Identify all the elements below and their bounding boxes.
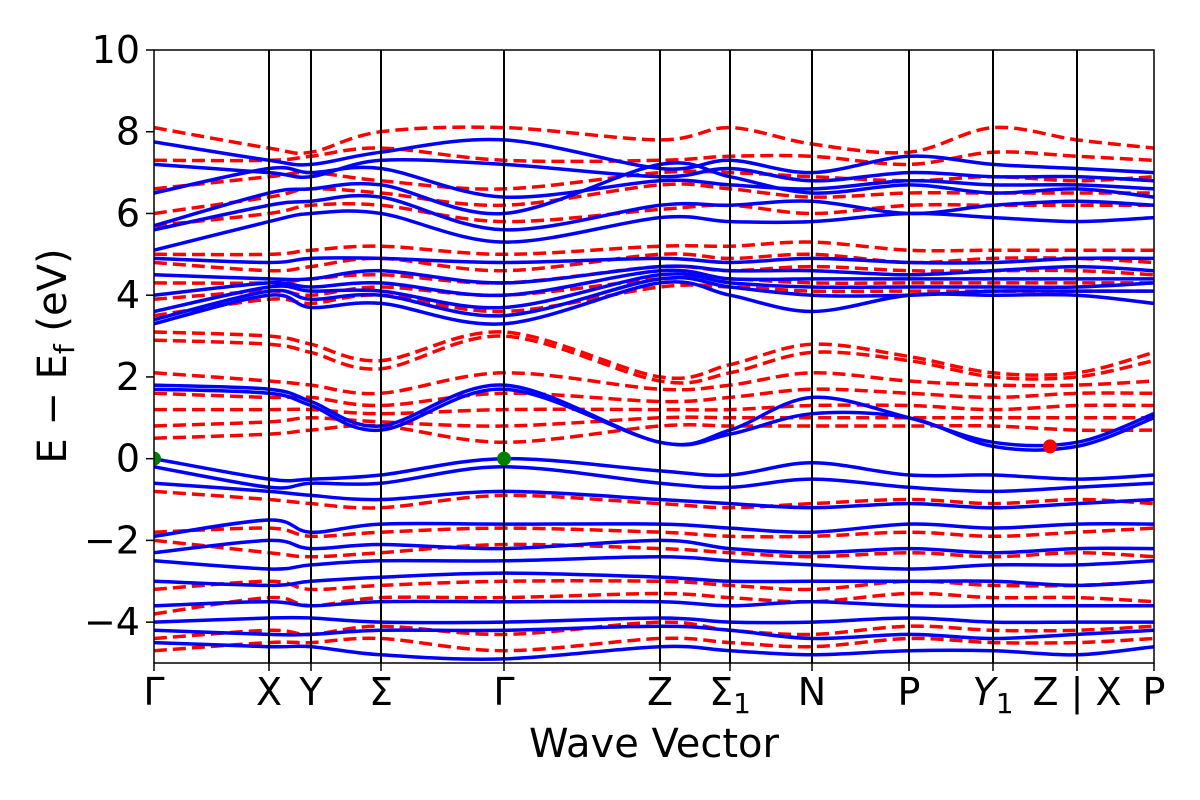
y-axis-label: E − Ef (eV): [30, 248, 81, 463]
spin-up-band-24: [154, 640, 1154, 661]
spin-down-band-0: [154, 125, 1154, 156]
spin-down-band-1: [154, 146, 1154, 167]
y-axis-ticks: −4 −2 0 2 4 6 8 10: [84, 28, 154, 644]
x-tick-label-1: X: [256, 670, 282, 714]
spin-up-band-5: [154, 209, 1154, 252]
y-tick-label-0: −4: [84, 600, 140, 644]
y-axis-label-main: E − E: [30, 354, 76, 464]
y-axis-label-unit: (eV): [30, 248, 76, 344]
x-tick-label-7: N: [798, 670, 826, 714]
band-edge-marker-0: [154, 451, 161, 466]
x-tick-label-2: Y: [298, 670, 323, 714]
spin-up-band-20: [154, 571, 1154, 588]
spin-up-band-12: [154, 383, 1154, 448]
x-tick-label-5: Z: [647, 670, 673, 714]
x-tick-label-9: Y1: [972, 670, 1013, 720]
spin-up-band-21: [154, 599, 1154, 608]
spin-up-band-6: [154, 256, 1154, 265]
x-axis-label: Wave Vector: [529, 721, 780, 767]
x-tick-label-6: Σ1: [709, 670, 751, 720]
y-tick-label-4: 4: [116, 273, 140, 317]
y-axis-label-subscript: f: [48, 343, 81, 354]
spin-up-band-17: [154, 518, 1154, 539]
x-tick-label-8: P: [898, 670, 921, 714]
y-tick-label-2: 0: [116, 437, 140, 481]
spin-up-band-18: [154, 538, 1154, 555]
spin-down-band-10: [154, 330, 1154, 380]
x-tick-label-0: Γ: [143, 670, 164, 714]
high-symmetry-lines: [268, 50, 1078, 663]
y-tick-label-6: 8: [116, 110, 140, 154]
band-edge-marker-1: [497, 451, 511, 466]
x-tick-label-11: P: [1143, 670, 1166, 714]
spin-up-band-19: [154, 554, 1154, 571]
x-tick-label-10: Z | X: [1032, 670, 1121, 715]
x-axis-ticks: Γ X Y Σ Γ Z Σ1 N P Y1 Z | X P: [143, 663, 1165, 720]
y-tick-label-1: −2: [84, 518, 140, 562]
y-tick-label-7: 10: [92, 28, 140, 72]
x-tick-label-3: Σ: [369, 670, 393, 714]
band-lines: [154, 125, 1154, 661]
spin-up-band-23: [154, 624, 1154, 641]
band-edge-marker-2: [1043, 439, 1057, 454]
spin-down-band-5: [154, 240, 1154, 257]
x-tick-label-4: Γ: [493, 670, 514, 714]
spin-down-band-21: [154, 591, 1154, 616]
y-tick-label-5: 6: [116, 191, 140, 235]
band-edge-markers: [154, 439, 1057, 466]
spin-up-band-14: [154, 456, 1154, 483]
spin-down-band-14: [154, 403, 1154, 416]
y-tick-label-3: 2: [116, 355, 140, 399]
spin-up-band-1: [154, 157, 1154, 183]
plot-frame: [153, 49, 1155, 664]
spin-up-band-0: [154, 137, 1154, 175]
